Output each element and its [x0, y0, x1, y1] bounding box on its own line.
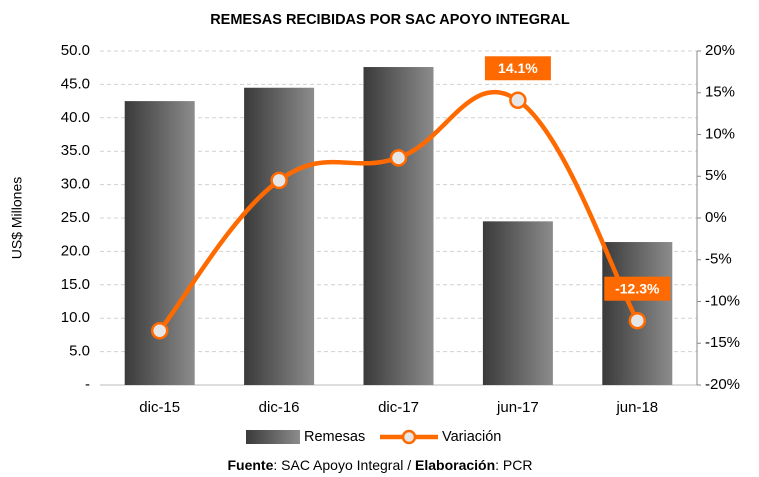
data-label: 14.1% — [498, 60, 538, 76]
footnote-part: Fuente — [227, 457, 273, 473]
y2-tick-label: -10% — [705, 292, 740, 309]
point — [628, 311, 647, 330]
y2-tick-label: -5% — [705, 251, 732, 268]
y2-tick-label: -15% — [705, 334, 740, 351]
bar — [482, 221, 553, 385]
legend-marker — [401, 429, 417, 445]
data-label: -12.3% — [615, 280, 660, 296]
y-tick-label: 45.0 — [61, 75, 90, 92]
legend-label: Variación — [442, 429, 501, 445]
x-tick-label: dic-15 — [139, 399, 180, 416]
line — [157, 90, 640, 333]
y-axis-title: US$ Millones — [9, 177, 25, 259]
bar — [124, 101, 195, 385]
y2-tick-label: 0% — [705, 209, 727, 226]
y2-tick-label: 10% — [705, 125, 735, 142]
y-tick-label: 50.0 — [61, 42, 90, 59]
footnote-part: : SAC Apoyo Integral / — [273, 457, 415, 473]
data-label-box — [484, 56, 551, 81]
y-tick-label: 30.0 — [61, 176, 90, 193]
y-tick-label: 35.0 — [61, 142, 90, 159]
y-tick-label: 10.0 — [61, 309, 90, 326]
y-tick-label: 5.0 — [69, 343, 90, 360]
y-tick-label: 15.0 — [61, 276, 90, 293]
point — [270, 171, 288, 190]
y-tick-label: 20.0 — [61, 242, 90, 259]
bar — [244, 87, 315, 386]
y2-tick-label: -20% — [705, 376, 740, 393]
bar — [363, 67, 434, 386]
legend-label: Remesas — [304, 429, 365, 445]
x-tick-label: jun-17 — [496, 399, 539, 416]
x-tick-label: dic-17 — [378, 399, 419, 416]
x-tick-label: dic-16 — [259, 399, 300, 416]
y2-tick-label: 5% — [705, 167, 727, 184]
footnote-part: Elaboración — [415, 457, 495, 473]
y-tick-label: 40.0 — [61, 109, 90, 126]
y-tick-label: 25.0 — [61, 209, 90, 226]
y2-tick-label: 15% — [705, 84, 735, 101]
point — [389, 149, 408, 167]
chart-title: REMESAS RECIBIDAS POR SAC APOYO INTEGRAL — [210, 12, 570, 28]
legend-swatch — [246, 430, 300, 444]
x-tick-label: jun-18 — [615, 399, 658, 416]
footnote-part: : PCR — [495, 457, 532, 473]
footnote: Fuente: SAC Apoyo Integral / Elaboración… — [227, 457, 532, 473]
y2-tick-label: 20% — [705, 42, 735, 59]
point — [150, 321, 169, 340]
y-tick-label: - — [85, 376, 90, 393]
point — [509, 91, 527, 110]
data-label-box — [604, 276, 671, 301]
